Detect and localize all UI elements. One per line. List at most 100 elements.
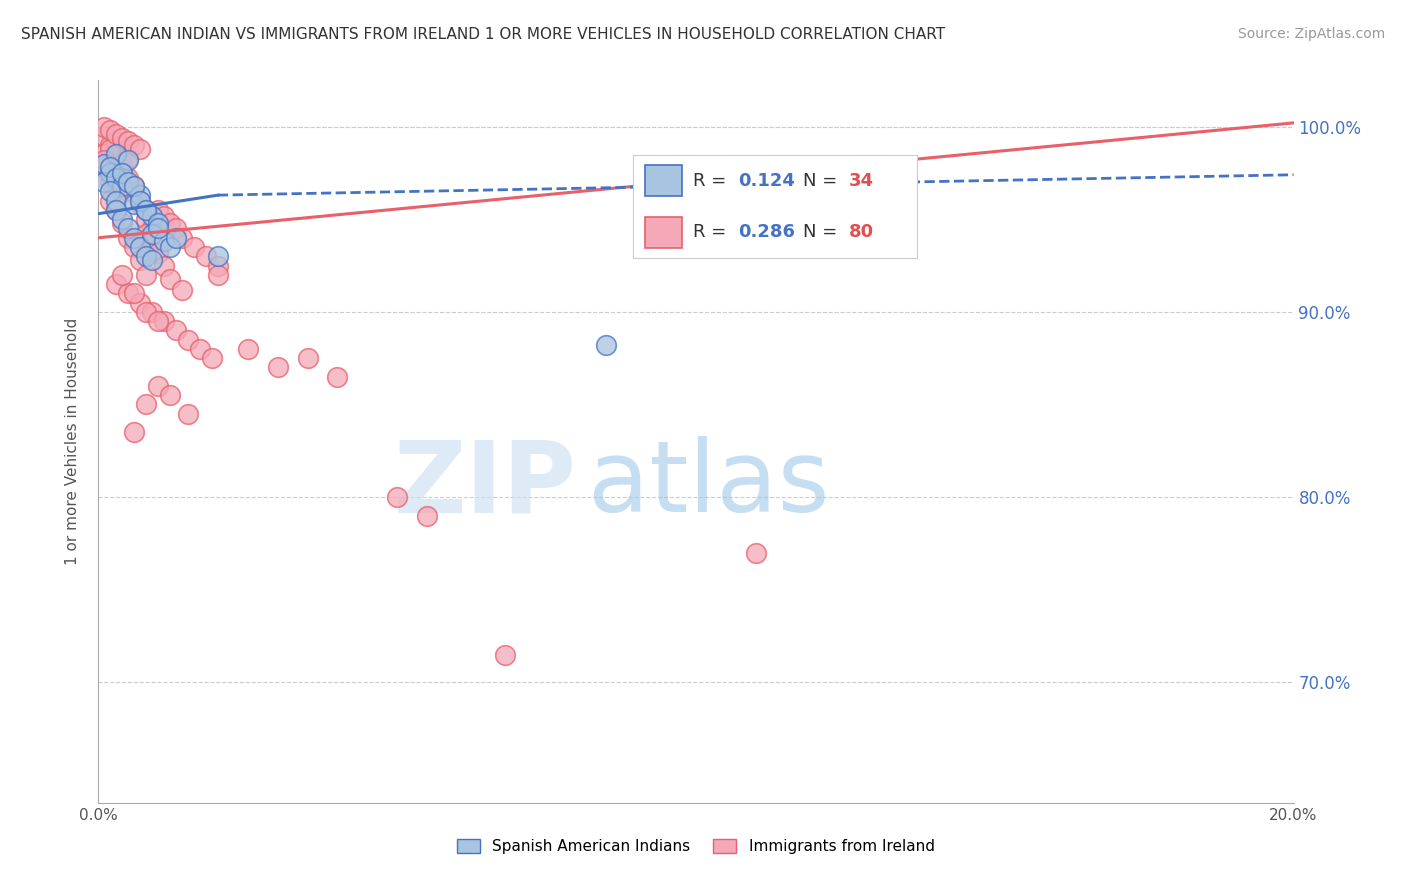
Point (129, 142, 152, 156)
Point (117, 151, 139, 165)
Point (153, 209, 176, 223)
Point (124, 231, 146, 245)
Text: N =: N = (803, 172, 844, 190)
Point (141, 252, 163, 267)
Legend: Spanish American Indians, Immigrants from Ireland: Spanish American Indians, Immigrants fro… (451, 833, 941, 860)
Point (98, 175, 122, 189)
Point (105, 135, 128, 149)
Point (195, 249, 218, 263)
Point (105, 277, 128, 291)
Point (124, 178, 146, 193)
Point (148, 216, 170, 230)
Point (129, 194, 152, 208)
Point (117, 135, 139, 149)
Point (111, 268, 134, 282)
Point (98, 123, 122, 137)
Point (105, 171, 128, 186)
Point (129, 295, 152, 310)
Point (105, 147, 128, 161)
Point (105, 202, 128, 217)
Point (129, 252, 152, 267)
Point (111, 178, 134, 193)
Text: 0.286: 0.286 (738, 223, 796, 242)
Point (188, 342, 211, 356)
Text: 0.124: 0.124 (738, 172, 796, 190)
Text: R =: R = (693, 172, 733, 190)
Point (135, 212, 157, 227)
Text: ZIP: ZIP (394, 436, 576, 533)
Point (93, 128, 115, 143)
Point (159, 271, 181, 285)
Point (117, 185, 139, 199)
Point (135, 202, 157, 217)
Point (105, 202, 128, 217)
Point (129, 240, 152, 254)
Point (117, 171, 139, 186)
Point (124, 197, 146, 211)
Point (148, 245, 170, 260)
Point (105, 171, 128, 186)
Point (105, 194, 128, 208)
Point (141, 305, 163, 319)
Point (129, 188, 152, 202)
Point (165, 231, 187, 245)
Point (595, 338, 617, 352)
Point (135, 202, 157, 217)
Point (93, 147, 115, 161)
Point (111, 178, 134, 193)
Point (385, 490, 409, 504)
Text: 80: 80 (849, 223, 875, 242)
Point (177, 333, 200, 347)
Y-axis label: 1 or more Vehicles in Household: 1 or more Vehicles in Household (65, 318, 80, 566)
Point (207, 249, 229, 263)
Point (98, 142, 122, 156)
Point (93, 156, 115, 170)
Point (207, 268, 229, 282)
Point (165, 323, 187, 337)
Text: atlas: atlas (589, 436, 830, 533)
Text: R =: R = (693, 223, 733, 242)
Point (201, 351, 224, 366)
Point (105, 127, 128, 141)
Point (117, 286, 139, 301)
Point (105, 166, 128, 180)
Text: Source: ZipAtlas.com: Source: ZipAtlas.com (1237, 27, 1385, 41)
Point (135, 268, 157, 282)
Point (111, 166, 134, 180)
Point (111, 130, 134, 145)
Point (135, 397, 157, 411)
Point (148, 379, 170, 393)
Point (117, 153, 139, 167)
Point (153, 314, 176, 328)
Point (267, 360, 290, 375)
Point (98, 161, 122, 175)
Point (135, 249, 157, 263)
Point (117, 175, 139, 189)
Point (135, 227, 157, 241)
Point (159, 388, 181, 402)
Point (148, 202, 170, 217)
Point (148, 314, 170, 328)
Point (172, 231, 194, 245)
Point (165, 221, 187, 235)
Point (111, 156, 134, 170)
Point (93, 120, 115, 134)
Point (207, 259, 229, 273)
Point (183, 240, 205, 254)
Point (98, 185, 122, 199)
Point (141, 209, 163, 223)
Point (236, 342, 259, 356)
Point (326, 369, 349, 384)
Point (98, 166, 122, 180)
Point (105, 178, 128, 193)
Point (111, 212, 134, 227)
Point (98, 166, 122, 180)
Text: 34: 34 (849, 172, 873, 190)
Point (93, 175, 115, 189)
Point (494, 648, 516, 662)
FancyBboxPatch shape (645, 165, 682, 196)
Point (124, 178, 146, 193)
Point (129, 194, 152, 208)
Point (124, 286, 146, 301)
Point (98, 194, 122, 208)
